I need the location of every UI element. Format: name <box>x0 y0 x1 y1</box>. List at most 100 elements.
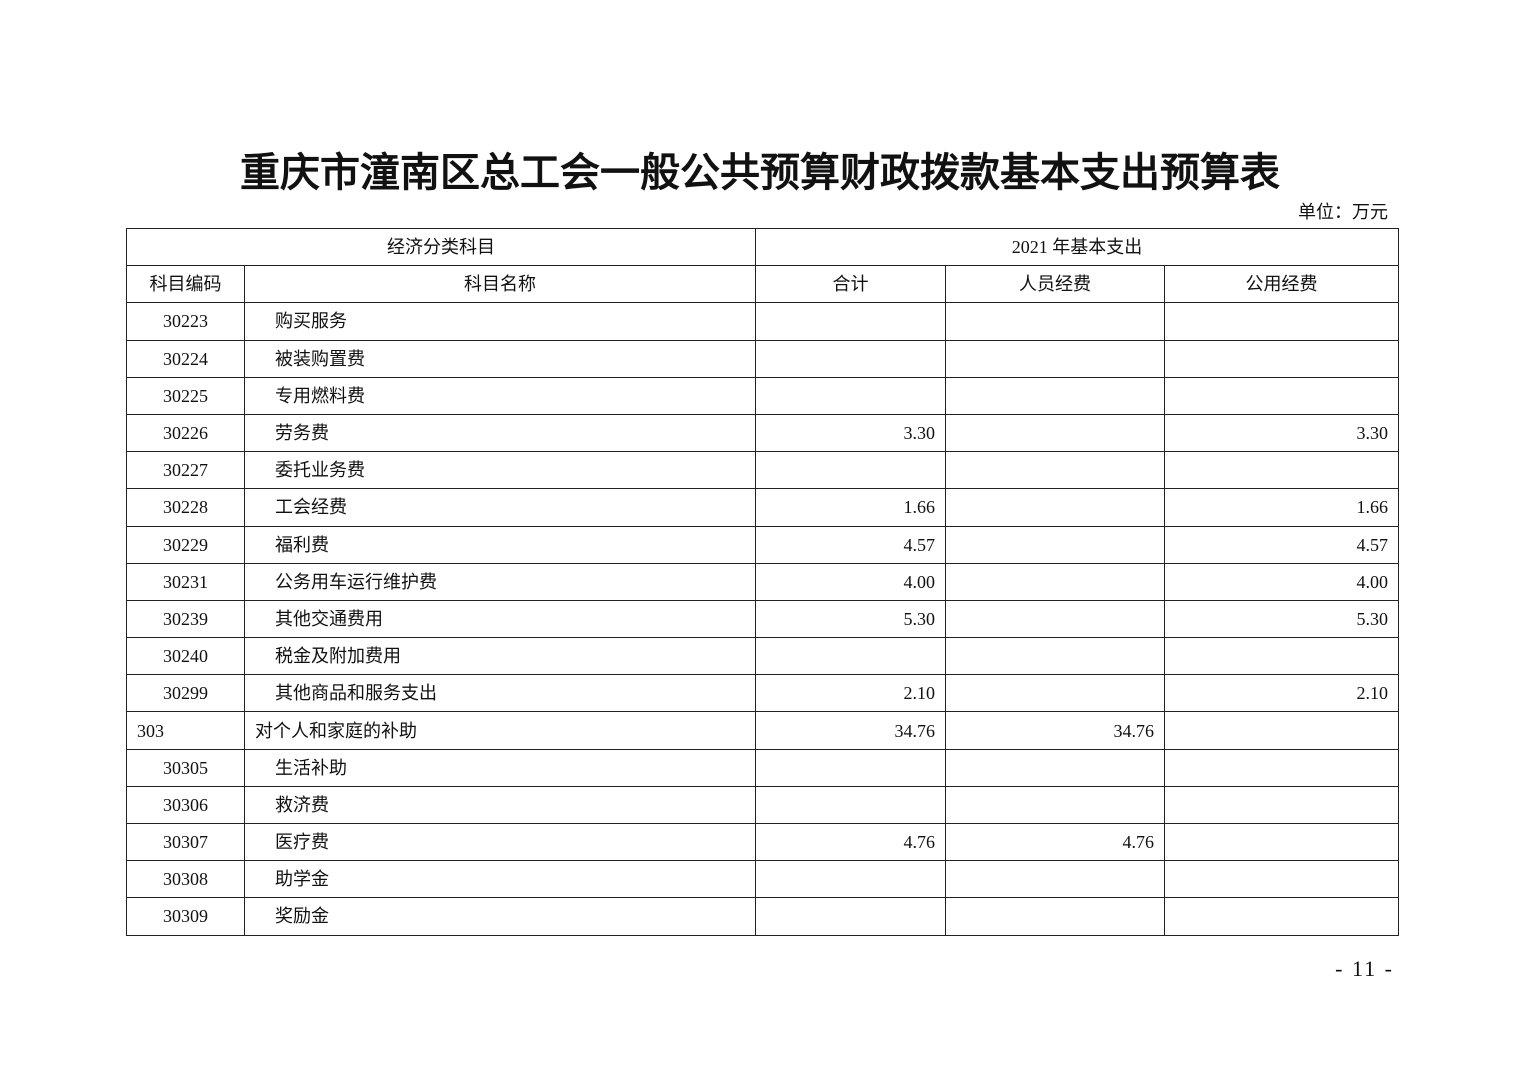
cell-name: 奖励金 <box>244 897 756 936</box>
cell-personnel <box>945 451 1165 490</box>
cell-code: 30223 <box>126 302 245 341</box>
cell-personnel <box>945 599 1165 639</box>
cell-public: 5.30 <box>1163 599 1400 639</box>
table-row: 30223 购买服务 <box>126 302 1400 341</box>
unit-label: 单位：万元 <box>1298 202 1388 222</box>
table-row: 30228 工会经费 1.66 1.66 <box>126 488 1400 527</box>
cell-code: 30299 <box>126 674 245 713</box>
cell-total: 34.76 <box>755 711 946 750</box>
cell-personnel <box>945 860 1165 899</box>
cell-public: 2.10 <box>1163 674 1400 713</box>
cell-personnel <box>945 897 1165 936</box>
table-row: 30309 奖励金 <box>126 897 1400 936</box>
cell-public <box>1163 451 1400 490</box>
cell-total <box>755 637 946 676</box>
cell-code: 30306 <box>126 785 245 825</box>
cell-total <box>755 897 946 936</box>
cell-code: 30305 <box>126 748 245 787</box>
cell-name: 救济费 <box>244 785 756 825</box>
table-row: 30299 其他商品和服务支出 2.10 2.10 <box>126 674 1400 713</box>
cell-public <box>1163 637 1400 676</box>
table-row: 30231 公务用车运行维护费 4.00 4.00 <box>126 562 1400 601</box>
cell-name: 对个人和家庭的补助 <box>244 711 756 750</box>
cell-total <box>755 339 946 378</box>
cell-total: 3.30 <box>755 413 946 453</box>
cell-name: 助学金 <box>244 860 756 899</box>
cell-name: 公务用车运行维护费 <box>244 562 756 601</box>
table-row: 303 对个人和家庭的补助 34.76 34.76 <box>126 711 1400 750</box>
cell-name: 委托业务费 <box>244 451 756 490</box>
cell-total <box>755 860 946 899</box>
cell-name: 其他交通费用 <box>244 599 756 639</box>
cell-total: 5.30 <box>755 599 946 639</box>
cell-name: 专用燃料费 <box>244 376 756 415</box>
table-row: 30227 委托业务费 <box>126 451 1400 490</box>
cell-name: 劳务费 <box>244 413 756 453</box>
cell-personnel <box>945 302 1165 341</box>
header-economic-classification: 经济分类科目 <box>126 227 756 267</box>
header-personnel: 人员经费 <box>945 265 1165 304</box>
cell-code: 303 <box>126 711 245 750</box>
table-row: 30239 其他交通费用 5.30 5.30 <box>126 599 1400 639</box>
table-row: 30306 救济费 <box>126 785 1400 825</box>
header-group-row: 经济分类科目 2021 年基本支出 <box>126 227 1400 267</box>
cell-personnel <box>945 413 1165 453</box>
header-name: 科目名称 <box>244 265 756 304</box>
table-row: 30308 助学金 <box>126 860 1400 899</box>
cell-public <box>1163 785 1400 825</box>
cell-code: 30228 <box>126 488 245 527</box>
cell-public <box>1163 897 1400 936</box>
table-row: 30226 劳务费 3.30 3.30 <box>126 413 1400 453</box>
cell-personnel <box>945 637 1165 676</box>
cell-code: 30225 <box>126 376 245 415</box>
cell-code: 30227 <box>126 451 245 490</box>
cell-code: 30229 <box>126 525 245 564</box>
cell-code: 30224 <box>126 339 245 378</box>
cell-total <box>755 748 946 787</box>
cell-name: 生活补助 <box>244 748 756 787</box>
page-title: 重庆市潼南区总工会一般公共预算财政拨款基本支出预算表 <box>240 150 1280 195</box>
cell-code: 30226 <box>126 413 245 453</box>
cell-total <box>755 302 946 341</box>
cell-name: 被装购置费 <box>244 339 756 378</box>
cell-public: 4.57 <box>1163 525 1400 564</box>
cell-code: 30309 <box>126 897 245 936</box>
page-number: - 11 - <box>1335 956 1394 981</box>
cell-personnel <box>945 748 1165 787</box>
cell-public <box>1163 860 1400 899</box>
cell-personnel <box>945 376 1165 415</box>
cell-total <box>755 451 946 490</box>
cell-public <box>1163 376 1400 415</box>
cell-personnel: 4.76 <box>945 822 1165 862</box>
cell-personnel <box>945 488 1165 527</box>
cell-code: 30240 <box>126 637 245 676</box>
cell-total: 2.10 <box>755 674 946 713</box>
cell-code: 30308 <box>126 860 245 899</box>
cell-personnel <box>945 562 1165 601</box>
cell-total <box>755 376 946 415</box>
cell-total <box>755 785 946 825</box>
cell-personnel <box>945 785 1165 825</box>
cell-personnel: 34.76 <box>945 711 1165 750</box>
cell-public <box>1163 302 1400 341</box>
cell-code: 30231 <box>126 562 245 601</box>
cell-name: 医疗费 <box>244 822 756 862</box>
header-code: 科目编码 <box>126 265 245 304</box>
table-row: 30224 被装购置费 <box>126 339 1400 378</box>
header-total: 合计 <box>755 265 946 304</box>
header-columns-row: 科目编码 科目名称 合计 人员经费 公用经费 <box>126 265 1400 304</box>
cell-name: 其他商品和服务支出 <box>244 674 756 713</box>
cell-total: 1.66 <box>755 488 946 527</box>
table-row: 30229 福利费 4.57 4.57 <box>126 525 1400 564</box>
table-row: 30240 税金及附加费用 <box>126 637 1400 676</box>
header-basic-expenditure: 2021 年基本支出 <box>754 227 1400 267</box>
cell-name: 购买服务 <box>244 302 756 341</box>
header-public: 公用经费 <box>1163 265 1400 304</box>
cell-public: 3.30 <box>1163 413 1400 453</box>
cell-personnel <box>945 674 1165 713</box>
cell-public <box>1163 339 1400 378</box>
cell-name: 福利费 <box>244 525 756 564</box>
table-row: 30305 生活补助 <box>126 748 1400 787</box>
cell-total: 4.57 <box>755 525 946 564</box>
cell-public: 4.00 <box>1163 562 1400 601</box>
